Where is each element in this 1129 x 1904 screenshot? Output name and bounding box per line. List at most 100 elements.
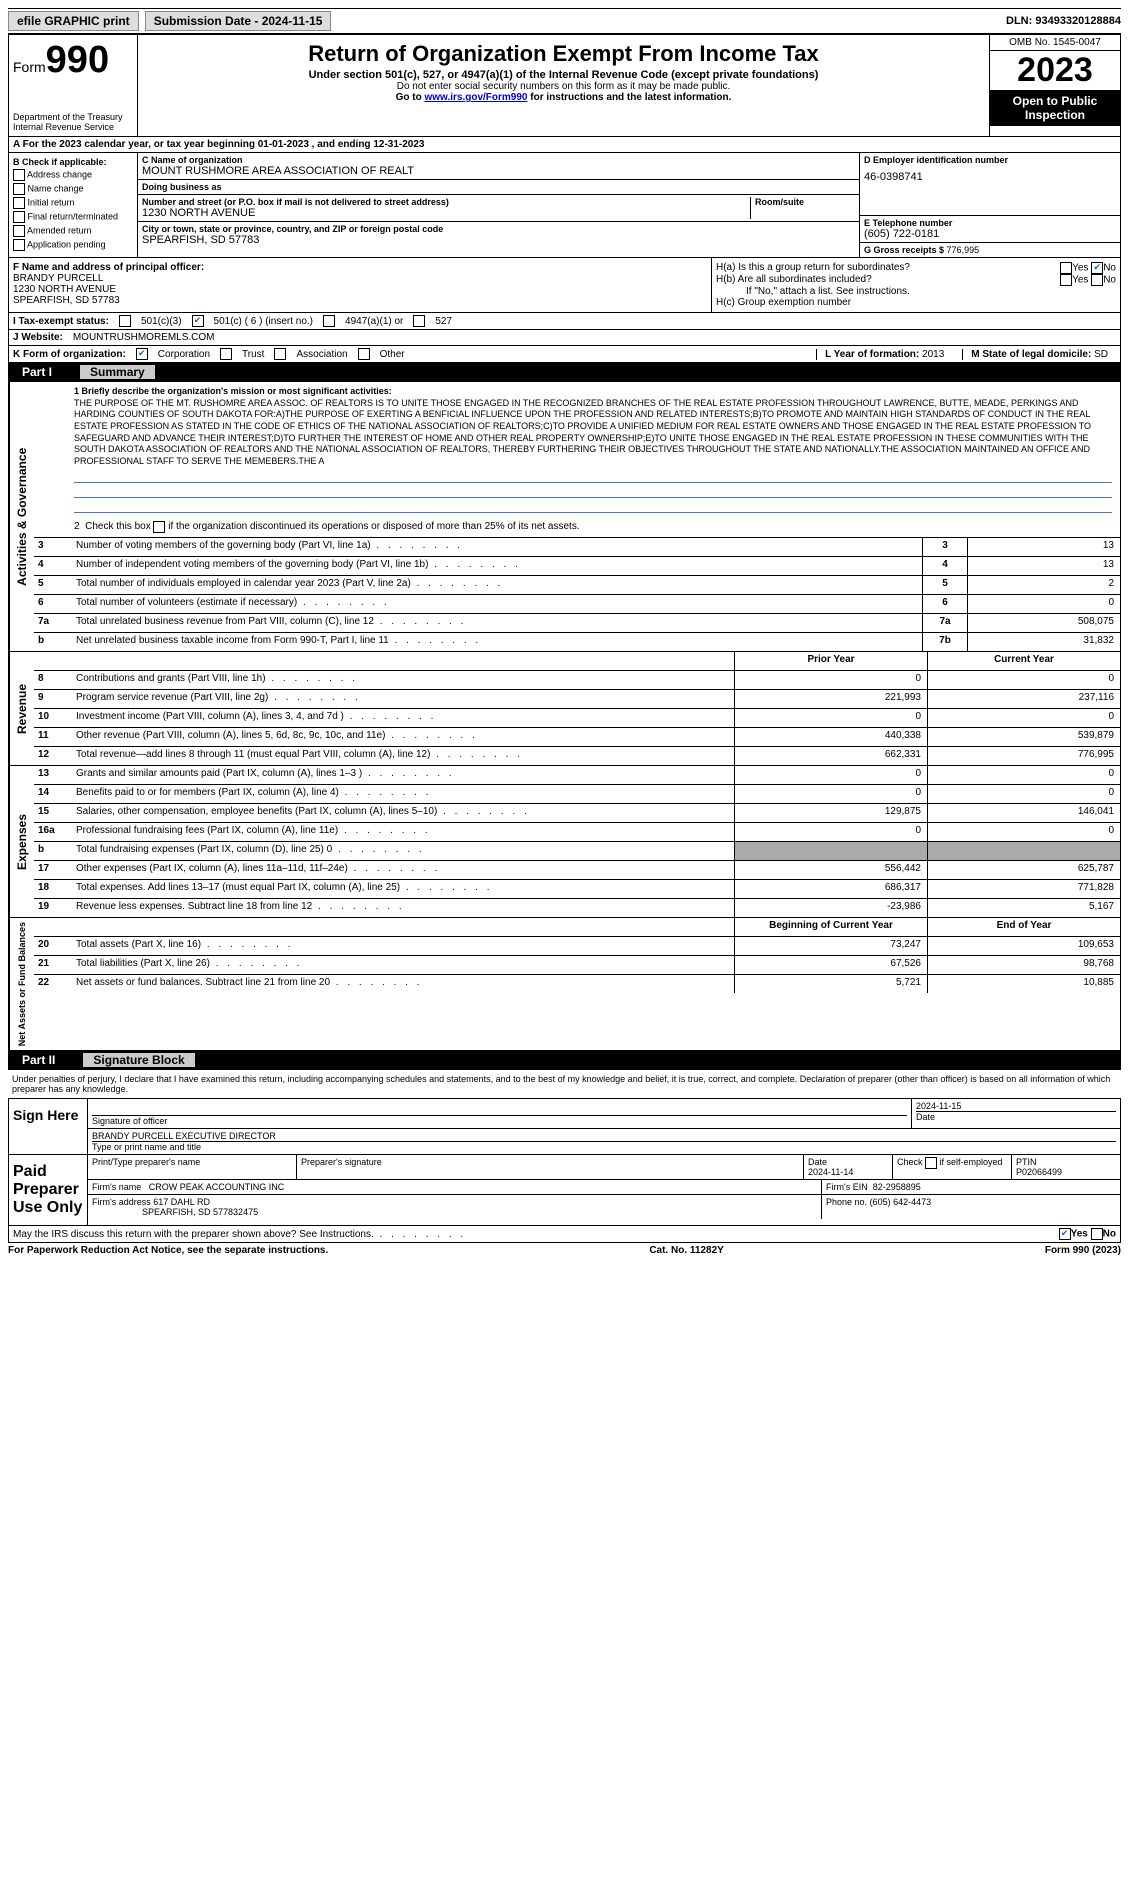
city-label: City or town, state or province, country… <box>142 224 855 234</box>
line-desc: Benefits paid to or for members (Part IX… <box>72 785 734 803</box>
prior-value: 73,247 <box>734 937 927 955</box>
part2-header: Part II Signature Block <box>8 1051 1121 1069</box>
line-desc: Total expenses. Add lines 13–17 (must eq… <box>72 880 734 898</box>
prior-value <box>734 842 927 860</box>
firm-ein: 82-2958895 <box>873 1182 921 1192</box>
ptin-label: PTIN <box>1016 1157 1037 1167</box>
officer-h-block: F Name and address of principal officer:… <box>8 258 1121 313</box>
hb-no[interactable] <box>1091 274 1103 286</box>
table-row: 15 Salaries, other compensation, employe… <box>34 804 1120 823</box>
ha-yes[interactable] <box>1060 262 1072 274</box>
gross-receipts-cell: G Gross receipts $ 776,995 <box>860 243 1120 257</box>
discuss-no[interactable] <box>1091 1228 1103 1240</box>
ha-no[interactable] <box>1091 262 1103 274</box>
dln-text: DLN: 93493320128884 <box>1006 15 1121 27</box>
revenue-section: Revenue Prior Year Current Year 8 Contri… <box>8 652 1121 766</box>
current-value: 5,167 <box>927 899 1120 917</box>
chk-address-change[interactable]: Address change <box>13 169 133 181</box>
state-domicile-label: M State of legal domicile: <box>971 349 1094 360</box>
prior-value: 686,317 <box>734 880 927 898</box>
sign-here-block: Sign Here Signature of officer 2024-11-1… <box>8 1098 1121 1155</box>
irs-link[interactable]: www.irs.gov/Form990 <box>424 92 527 103</box>
firm-addr2: SPEARFISH, SD 577832475 <box>142 1207 258 1217</box>
col-b-title: B Check if applicable: <box>13 157 107 167</box>
chk-name-change[interactable]: Name change <box>13 183 133 195</box>
net-assets-section: Net Assets or Fund Balances Beginning of… <box>8 918 1121 1051</box>
chk-discontinued[interactable] <box>153 521 165 533</box>
klm-row: K Form of organization: Corporation Trus… <box>8 346 1121 363</box>
org-name-value: MOUNT RUSHMORE AREA ASSOCIATION OF REALT <box>142 165 855 177</box>
sign-here-label: Sign Here <box>9 1099 88 1154</box>
efile-print-button[interactable]: efile GRAPHIC print <box>8 11 139 31</box>
ptin-value: P02066499 <box>1016 1167 1062 1177</box>
gross-label: G Gross receipts $ <box>864 245 947 255</box>
entity-block: B Check if applicable: Address change Na… <box>8 153 1121 258</box>
chk-527[interactable] <box>413 315 425 327</box>
current-value: 776,995 <box>927 747 1120 765</box>
line-value: 13 <box>967 557 1120 575</box>
line-num: 11 <box>34 728 72 746</box>
ein-label: D Employer identification number <box>864 155 1116 165</box>
addr-value: 1230 NORTH AVENUE <box>142 207 750 219</box>
table-row: 14 Benefits paid to or for members (Part… <box>34 785 1120 804</box>
year-formation-value: 2013 <box>922 349 944 360</box>
chk-initial-return[interactable]: Initial return <box>13 197 133 209</box>
chk-corporation[interactable] <box>136 348 148 360</box>
blue-rule <box>74 470 1112 483</box>
table-row: 12 Total revenue—add lines 8 through 11 … <box>34 747 1120 765</box>
discuss-yes[interactable] <box>1059 1228 1071 1240</box>
prior-value: 662,331 <box>734 747 927 765</box>
line-box: 6 <box>922 595 967 613</box>
part2-title: Signature Block <box>83 1053 194 1067</box>
section-a-period: A For the 2023 calendar year, or tax yea… <box>8 137 1121 153</box>
line-num: 9 <box>34 690 72 708</box>
line-num: 20 <box>34 937 72 955</box>
chk-final-return[interactable]: Final return/terminated <box>13 211 133 223</box>
chk-501c3[interactable] <box>119 315 131 327</box>
goto-suffix: for instructions and the latest informat… <box>527 92 731 103</box>
line-num: 12 <box>34 747 72 765</box>
firm-addr1: 617 DAHL RD <box>153 1197 210 1207</box>
officer-block: F Name and address of principal officer:… <box>9 258 711 312</box>
line-box: 5 <box>922 576 967 594</box>
net-header-row: Beginning of Current Year End of Year <box>34 918 1120 937</box>
phone-label: E Telephone number <box>864 218 1116 228</box>
current-value: 0 <box>927 785 1120 803</box>
form-title: Return of Organization Exempt From Incom… <box>142 41 985 67</box>
chk-amended-return[interactable]: Amended return <box>13 225 133 237</box>
submission-date-button[interactable]: Submission Date - 2024-11-15 <box>145 11 332 31</box>
phone-cell: E Telephone number (605) 722-0181 <box>860 216 1120 243</box>
table-row: 7a Total unrelated business revenue from… <box>34 614 1120 633</box>
end-year-header: End of Year <box>927 918 1120 936</box>
chk-trust[interactable] <box>220 348 232 360</box>
chk-4947[interactable] <box>323 315 335 327</box>
line-desc: Net unrelated business taxable income fr… <box>72 633 922 651</box>
line-desc: Grants and similar amounts paid (Part IX… <box>72 766 734 784</box>
footer-right: Form 990 (2023) <box>1045 1245 1121 1256</box>
side-label-expenses: Expenses <box>9 766 34 917</box>
line-desc: Number of voting members of the governin… <box>72 538 922 556</box>
chk-501c[interactable] <box>192 315 204 327</box>
line-num: 13 <box>34 766 72 784</box>
prior-value: 0 <box>734 766 927 784</box>
goto-prefix: Go to <box>396 92 425 103</box>
preparer-label: Paid Preparer Use Only <box>9 1155 88 1225</box>
line-value: 0 <box>967 595 1120 613</box>
line-num: 4 <box>34 557 72 575</box>
state-domicile-value: SD <box>1094 349 1108 360</box>
dba-cell: Doing business as <box>138 180 859 195</box>
line-value: 31,832 <box>967 633 1120 651</box>
form-org-label: K Form of organization: <box>13 349 126 360</box>
chk-self-employed[interactable] <box>925 1157 937 1169</box>
chk-other[interactable] <box>358 348 370 360</box>
mission-block: 1 Briefly describe the organization's mi… <box>34 382 1120 519</box>
page-footer: For Paperwork Reduction Act Notice, see … <box>8 1243 1121 1258</box>
current-value: 0 <box>927 766 1120 784</box>
chk-application-pending[interactable]: Application pending <box>13 239 133 251</box>
chk-association[interactable] <box>274 348 286 360</box>
signature-declaration: Under penalties of perjury, I declare th… <box>8 1069 1121 1098</box>
current-year-header: Current Year <box>927 652 1120 670</box>
website-row: J Website: MOUNTRUSHMOREMLS.COM <box>8 330 1121 346</box>
blue-rule <box>74 485 1112 498</box>
hb-yes[interactable] <box>1060 274 1072 286</box>
